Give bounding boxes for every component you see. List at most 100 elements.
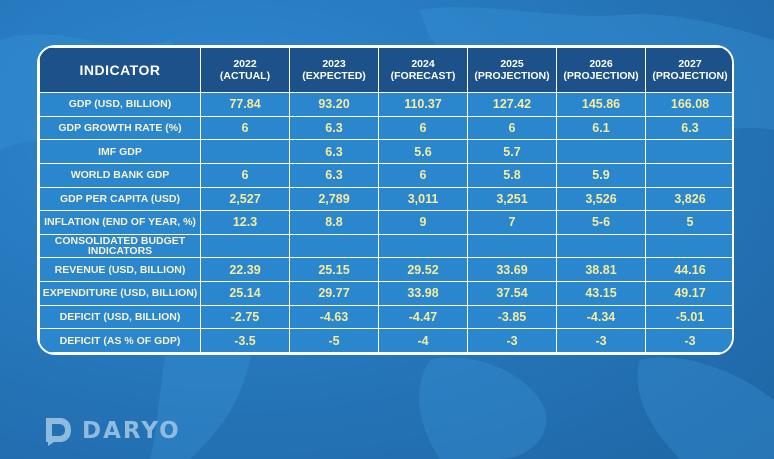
- value-cell: 5-6: [556, 210, 646, 235]
- value-cell: 33.98: [378, 281, 468, 306]
- indicator-label-cell: CONSOLIDATED BUDGET INDICATORS: [39, 233, 201, 259]
- year-label: 2022: [233, 58, 257, 70]
- indicator-label-cell: DEFICIT (AS % OF GDP): [39, 328, 201, 353]
- value-cell: 44.16: [645, 257, 732, 282]
- value-cell: 9: [378, 210, 468, 235]
- value-cell: 6.3: [289, 115, 379, 141]
- value-cell: 6: [378, 115, 468, 141]
- table-row: DEFICIT (USD, BILLION) -2.75 -4.63 -4.47 -3.…: [39, 304, 732, 330]
- table-header-row: INDICATOR 2022 (ACTUAL) 2023 (EXPECTED) 20…: [39, 47, 732, 93]
- economic-indicators-table-card: INDICATOR 2022 (ACTUAL) 2023 (EXPECTED) 20…: [37, 45, 734, 355]
- value-cell: [556, 233, 646, 259]
- table-row: GDP GROWTH RATE (%) 6 6.3 6 6 6.1 6.3: [39, 115, 732, 141]
- value-cell: 127.42: [467, 92, 557, 117]
- year-label: 2026: [589, 58, 613, 70]
- value-cell: [200, 233, 290, 259]
- value-cell: 110.37: [378, 92, 468, 117]
- indicator-label-cell: WORLD BANK GDP: [39, 162, 201, 188]
- value-cell: 25.14: [200, 281, 290, 306]
- value-cell: -2.75: [200, 304, 290, 330]
- value-cell: 6: [378, 162, 468, 188]
- year-column-header: 2025 (PROJECTION): [467, 47, 557, 93]
- value-cell: 145.86: [556, 92, 646, 117]
- value-cell: 7: [467, 210, 557, 235]
- indicator-label-cell: REVENUE (USD, BILLION): [39, 257, 201, 282]
- value-cell: 25.15: [289, 257, 379, 282]
- value-cell: [556, 139, 646, 164]
- year-type-label: (PROJECTION): [563, 70, 639, 82]
- value-cell: 166.08: [645, 92, 732, 117]
- value-cell: 6: [467, 115, 557, 141]
- table-row: DEFICIT (AS % OF GDP) -3.5 -5 -4 -3 -3 -3: [39, 328, 732, 353]
- value-cell: -3.5: [200, 328, 290, 353]
- value-cell: [645, 233, 732, 259]
- value-cell: 6.3: [289, 139, 379, 164]
- value-cell: 6: [200, 115, 290, 141]
- value-cell: -3: [556, 328, 646, 353]
- year-label: 2025: [500, 58, 524, 70]
- value-cell: 6.1: [556, 115, 646, 141]
- value-cell: [378, 233, 468, 259]
- value-cell: 6.3: [289, 162, 379, 188]
- value-cell: [645, 162, 732, 188]
- year-column-header: 2027 (PROJECTION): [645, 47, 732, 93]
- year-label: 2027: [678, 58, 702, 70]
- table-row: INFLATION (END OF YEAR, %) 12.3 8.8 9 7 5-6 5: [39, 210, 732, 235]
- value-cell: -4.47: [378, 304, 468, 330]
- indicator-label-cell: INFLATION (END OF YEAR, %): [39, 210, 201, 235]
- table-row: GDP PER CAPITA (USD) 2,527 2,789 3,011 3,251…: [39, 186, 732, 212]
- indicator-label-cell: GDP GROWTH RATE (%): [39, 115, 201, 141]
- year-column-header: 2022 (ACTUAL): [200, 47, 290, 93]
- year-type-label: (PROJECTION): [474, 70, 550, 82]
- table-row: GDP (USD, BILLION) 77.84 93.20 110.37 127.42…: [39, 92, 732, 117]
- value-cell: [645, 139, 732, 164]
- value-cell: 37.54: [467, 281, 557, 306]
- indicator-label-cell: IMF GDP: [39, 139, 201, 164]
- value-cell: 29.52: [378, 257, 468, 282]
- year-column-header: 2024 (FORECAST): [378, 47, 468, 93]
- indicator-label-cell: GDP PER CAPITA (USD): [39, 186, 201, 212]
- value-cell: 5.8: [467, 162, 557, 188]
- value-cell: 8.8: [289, 210, 379, 235]
- year-label: 2023: [322, 58, 346, 70]
- value-cell: -4.63: [289, 304, 379, 330]
- value-cell: [289, 233, 379, 259]
- daryo-logo-icon: [46, 418, 71, 446]
- value-cell: 3,826: [645, 186, 732, 212]
- value-cell: 77.84: [200, 92, 290, 117]
- year-column-header: 2026 (PROJECTION): [556, 47, 646, 93]
- value-cell: -4: [378, 328, 468, 353]
- value-cell: 33.69: [467, 257, 557, 282]
- value-cell: 6: [200, 162, 290, 188]
- indicator-label-cell: EXPENDITURE (USD, BILLION): [39, 281, 201, 306]
- value-cell: 5.7: [467, 139, 557, 164]
- value-cell: -5: [289, 328, 379, 353]
- value-cell: 38.81: [556, 257, 646, 282]
- year-type-label: (ACTUAL): [219, 70, 271, 82]
- value-cell: -4.34: [556, 304, 646, 330]
- value-cell: 5.9: [556, 162, 646, 188]
- year-type-label: (EXPECTED): [302, 70, 366, 82]
- year-type-label: (PROJECTION): [652, 70, 728, 82]
- value-cell: 12.3: [200, 210, 290, 235]
- value-cell: -3: [467, 328, 557, 353]
- value-cell: 93.20: [289, 92, 379, 117]
- value-cell: -5.01: [645, 304, 732, 330]
- value-cell: 3,011: [378, 186, 468, 212]
- value-cell: 49.17: [645, 281, 732, 306]
- value-cell: 3,251: [467, 186, 557, 212]
- table-row: WORLD BANK GDP 6 6.3 6 5.8 5.9: [39, 162, 732, 188]
- value-cell: [467, 233, 557, 259]
- value-cell: 22.39: [200, 257, 290, 282]
- daryo-logo-text: DARYO: [82, 418, 181, 444]
- indicator-label-cell: GDP (USD, BILLION): [39, 92, 201, 117]
- value-cell: 3,526: [556, 186, 646, 212]
- value-cell: 2,789: [289, 186, 379, 212]
- value-cell: 5: [645, 210, 732, 235]
- value-cell: 6.3: [645, 115, 732, 141]
- value-cell: -3: [645, 328, 732, 353]
- value-cell: [200, 139, 290, 164]
- table-row: IMF GDP 6.3 5.6 5.7: [39, 139, 732, 164]
- year-label: 2024: [411, 58, 435, 70]
- year-type-label: (FORECAST): [390, 70, 456, 82]
